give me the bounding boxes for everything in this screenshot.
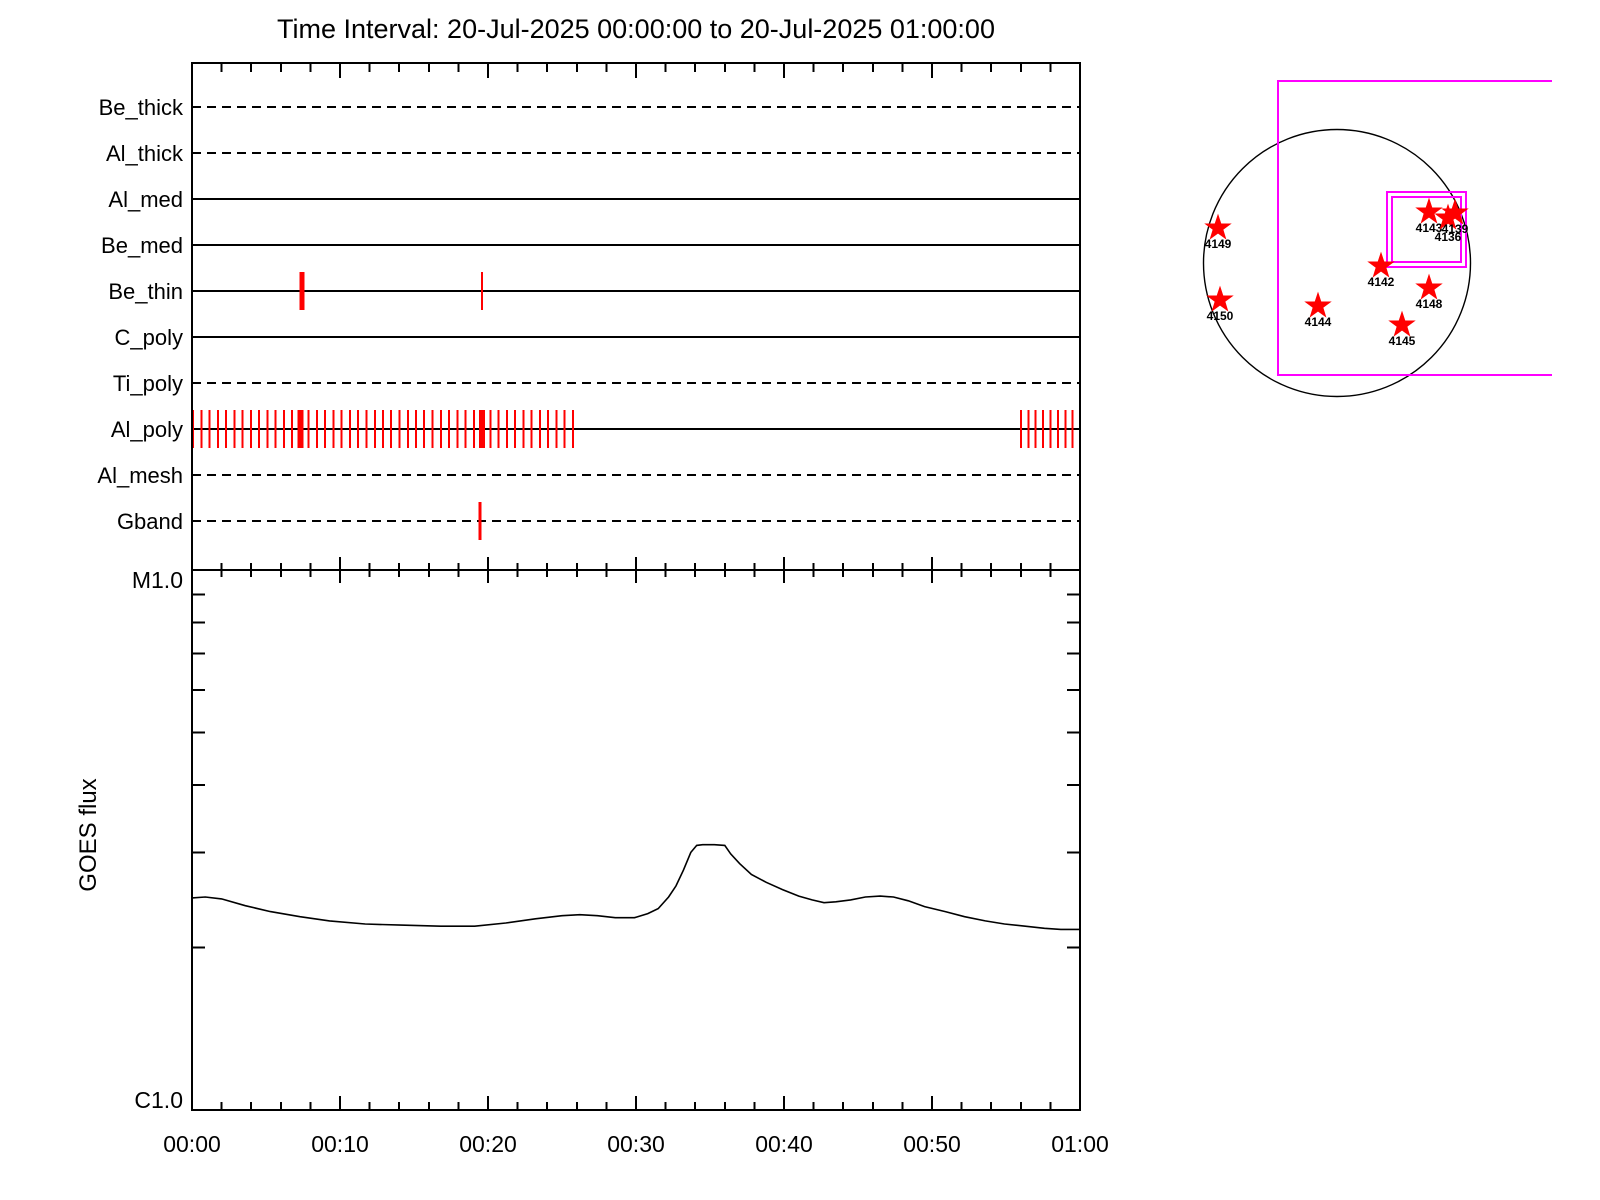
active-region-label-4145: 4145 xyxy=(1389,334,1416,348)
fov-box-large xyxy=(1277,80,1552,376)
goes-flux-curve xyxy=(191,843,1080,931)
timeline-row-label: Al_med xyxy=(108,187,183,212)
timeline-row-label: Al_mesh xyxy=(97,463,183,488)
fov-box-small-outer xyxy=(1386,191,1467,268)
timeline-row-label: Gband xyxy=(117,509,183,534)
x-axis-label: 00:30 xyxy=(607,1131,665,1157)
active-region-label-4142: 4142 xyxy=(1368,275,1395,289)
page-title: Time Interval: 20-Jul-2025 00:00:00 to 2… xyxy=(277,14,995,44)
active-region-star-4150 xyxy=(1206,285,1234,312)
active-region-star-4145 xyxy=(1388,310,1416,337)
active-region-label-4139: 4139 xyxy=(1442,222,1469,236)
active-region-star-4148 xyxy=(1415,273,1443,300)
x-axis-label: 00:50 xyxy=(903,1131,961,1157)
x-axis-label: 01:00 xyxy=(1051,1131,1109,1157)
x-axis-label: 00:10 xyxy=(311,1131,369,1157)
y-axis-label-c1: C1.0 xyxy=(134,1087,183,1113)
goes-panel-border xyxy=(191,569,1081,1111)
active-region-star-4143 xyxy=(1415,197,1443,224)
solar-disk xyxy=(1202,128,1472,398)
active-region-label-4136: 4136 xyxy=(1435,230,1462,244)
timeline-panel-border xyxy=(191,62,1081,571)
timeline-row-label: Be_med xyxy=(101,233,183,258)
timeline-row-label: Ti_poly xyxy=(113,371,183,396)
active-region-star-4142 xyxy=(1367,251,1395,278)
active-region-label-4148: 4148 xyxy=(1416,297,1443,311)
y-axis-label-m1: M1.0 xyxy=(132,567,183,593)
goes-y-axis-title: GOES flux xyxy=(75,778,102,891)
x-axis-label: 00:00 xyxy=(163,1131,221,1157)
active-region-star-4139 xyxy=(1441,198,1469,225)
active-region-star-4149 xyxy=(1204,213,1232,240)
timeline-row-label: C_poly xyxy=(115,325,183,350)
fov-box-small-inner xyxy=(1391,196,1462,263)
timeline-row-label: Al_thick xyxy=(106,141,184,166)
timeline-row-label: Al_poly xyxy=(111,417,183,442)
active-region-label-4143: 4143 xyxy=(1416,221,1443,235)
active-region-label-4149: 4149 xyxy=(1205,237,1232,251)
active-region-label-4144: 4144 xyxy=(1305,315,1332,329)
timeline-row-label: Be_thick xyxy=(99,95,184,120)
active-region-label-4150: 4150 xyxy=(1207,309,1234,323)
x-axis-label: 00:20 xyxy=(459,1131,517,1157)
active-region-star-4144 xyxy=(1304,291,1332,318)
x-axis-label: 00:40 xyxy=(755,1131,813,1157)
timeline-row-label: Be_thin xyxy=(108,279,183,304)
